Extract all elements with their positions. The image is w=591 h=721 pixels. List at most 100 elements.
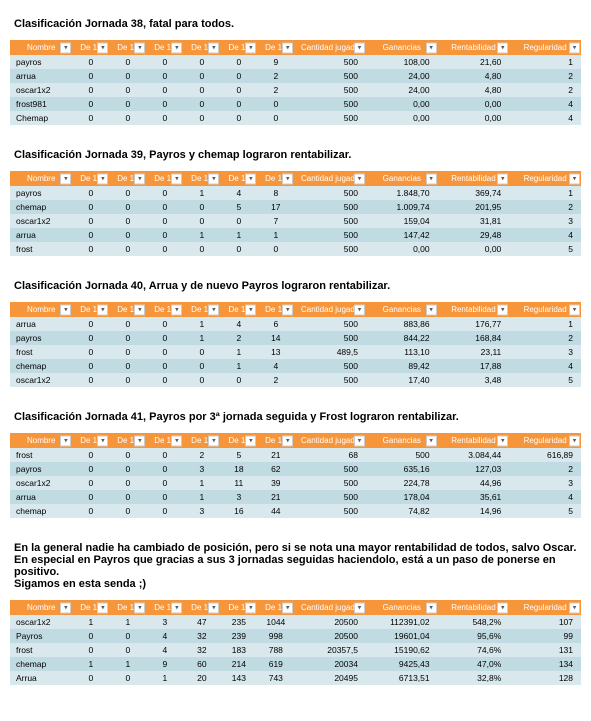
column-header[interactable]: De 14▾ (109, 302, 146, 317)
column-header[interactable]: Regularidad▾ (509, 600, 581, 615)
column-header[interactable]: Ganancias▾ (366, 600, 438, 615)
column-header[interactable]: De 14▾ (109, 600, 146, 615)
column-header[interactable]: Rentabilidad▾ (438, 433, 510, 448)
filter-dropdown-icon[interactable]: ▾ (354, 173, 365, 184)
filter-dropdown-icon[interactable]: ▾ (60, 435, 71, 446)
column-header[interactable]: De 10▾ (257, 40, 294, 55)
filter-dropdown-icon[interactable]: ▾ (171, 304, 182, 315)
column-header[interactable]: De 12▾ (183, 302, 220, 317)
column-header[interactable]: Cantidad jugada▾ (294, 171, 366, 186)
filter-dropdown-icon[interactable]: ▾ (208, 304, 219, 315)
filter-dropdown-icon[interactable]: ▾ (497, 173, 508, 184)
filter-dropdown-icon[interactable]: ▾ (282, 173, 293, 184)
filter-dropdown-icon[interactable]: ▾ (134, 42, 145, 53)
column-header[interactable]: De 12▾ (183, 171, 220, 186)
column-header[interactable]: De 12▾ (183, 600, 220, 615)
column-header[interactable]: De 14▾ (109, 40, 146, 55)
filter-dropdown-icon[interactable]: ▾ (497, 435, 508, 446)
filter-dropdown-icon[interactable]: ▾ (171, 435, 182, 446)
filter-dropdown-icon[interactable]: ▾ (208, 435, 219, 446)
filter-dropdown-icon[interactable]: ▾ (354, 435, 365, 446)
column-header[interactable]: Regularidad▾ (509, 302, 581, 317)
column-header[interactable]: De 12▾ (183, 433, 220, 448)
column-header[interactable]: Regularidad▾ (509, 40, 581, 55)
filter-dropdown-icon[interactable]: ▾ (426, 42, 437, 53)
column-header[interactable]: De 15▾ (72, 302, 109, 317)
filter-dropdown-icon[interactable]: ▾ (569, 435, 580, 446)
column-header[interactable]: De 15▾ (72, 40, 109, 55)
column-header[interactable]: Ganancias▾ (366, 433, 438, 448)
column-header[interactable]: De 15▾ (72, 433, 109, 448)
filter-dropdown-icon[interactable]: ▾ (134, 435, 145, 446)
column-header[interactable]: Nombre▾ (10, 40, 72, 55)
filter-dropdown-icon[interactable]: ▾ (134, 173, 145, 184)
filter-dropdown-icon[interactable]: ▾ (282, 42, 293, 53)
filter-dropdown-icon[interactable]: ▾ (97, 602, 108, 613)
column-header[interactable]: Cantidad jugada▾ (294, 302, 366, 317)
column-header[interactable]: Ganancias▾ (366, 171, 438, 186)
filter-dropdown-icon[interactable]: ▾ (245, 304, 256, 315)
column-header[interactable]: Cantidad jugada▾ (294, 433, 366, 448)
column-header[interactable]: Nombre▾ (10, 600, 72, 615)
column-header[interactable]: De 13▾ (146, 302, 183, 317)
column-header[interactable]: Rentabilidad▾ (438, 302, 510, 317)
filter-dropdown-icon[interactable]: ▾ (208, 602, 219, 613)
column-header[interactable]: De 10▾ (257, 600, 294, 615)
filter-dropdown-icon[interactable]: ▾ (354, 304, 365, 315)
column-header[interactable]: De 13▾ (146, 171, 183, 186)
column-header[interactable]: De 11▾ (220, 433, 257, 448)
filter-dropdown-icon[interactable]: ▾ (354, 602, 365, 613)
column-header[interactable]: Ganancias▾ (366, 40, 438, 55)
column-header[interactable]: De 11▾ (220, 171, 257, 186)
column-header[interactable]: De 12▾ (183, 40, 220, 55)
column-header[interactable]: De 11▾ (220, 600, 257, 615)
column-header[interactable]: De 14▾ (109, 433, 146, 448)
filter-dropdown-icon[interactable]: ▾ (426, 435, 437, 446)
filter-dropdown-icon[interactable]: ▾ (134, 304, 145, 315)
filter-dropdown-icon[interactable]: ▾ (60, 173, 71, 184)
filter-dropdown-icon[interactable]: ▾ (497, 304, 508, 315)
column-header[interactable]: De 15▾ (72, 171, 109, 186)
filter-dropdown-icon[interactable]: ▾ (282, 602, 293, 613)
filter-dropdown-icon[interactable]: ▾ (497, 602, 508, 613)
column-header[interactable]: Cantidad jugada▾ (294, 600, 366, 615)
filter-dropdown-icon[interactable]: ▾ (208, 42, 219, 53)
column-header[interactable]: De 10▾ (257, 302, 294, 317)
filter-dropdown-icon[interactable]: ▾ (97, 435, 108, 446)
filter-dropdown-icon[interactable]: ▾ (245, 602, 256, 613)
filter-dropdown-icon[interactable]: ▾ (245, 435, 256, 446)
column-header[interactable]: Nombre▾ (10, 433, 72, 448)
filter-dropdown-icon[interactable]: ▾ (60, 42, 71, 53)
filter-dropdown-icon[interactable]: ▾ (569, 304, 580, 315)
filter-dropdown-icon[interactable]: ▾ (282, 435, 293, 446)
filter-dropdown-icon[interactable]: ▾ (426, 173, 437, 184)
filter-dropdown-icon[interactable]: ▾ (426, 304, 437, 315)
column-header[interactable]: Rentabilidad▾ (438, 600, 510, 615)
column-header[interactable]: De 13▾ (146, 600, 183, 615)
column-header[interactable]: De 11▾ (220, 40, 257, 55)
column-header[interactable]: De 13▾ (146, 433, 183, 448)
column-header[interactable]: Nombre▾ (10, 302, 72, 317)
filter-dropdown-icon[interactable]: ▾ (60, 304, 71, 315)
column-header[interactable]: De 15▾ (72, 600, 109, 615)
column-header[interactable]: De 14▾ (109, 171, 146, 186)
filter-dropdown-icon[interactable]: ▾ (245, 173, 256, 184)
filter-dropdown-icon[interactable]: ▾ (97, 42, 108, 53)
filter-dropdown-icon[interactable]: ▾ (569, 173, 580, 184)
column-header[interactable]: De 13▾ (146, 40, 183, 55)
filter-dropdown-icon[interactable]: ▾ (171, 173, 182, 184)
filter-dropdown-icon[interactable]: ▾ (282, 304, 293, 315)
column-header[interactable]: Rentabilidad▾ (438, 171, 510, 186)
filter-dropdown-icon[interactable]: ▾ (354, 42, 365, 53)
column-header[interactable]: De 10▾ (257, 433, 294, 448)
filter-dropdown-icon[interactable]: ▾ (569, 602, 580, 613)
filter-dropdown-icon[interactable]: ▾ (245, 42, 256, 53)
column-header[interactable]: De 10▾ (257, 171, 294, 186)
column-header[interactable]: Regularidad▾ (509, 171, 581, 186)
column-header[interactable]: Regularidad▾ (509, 433, 581, 448)
filter-dropdown-icon[interactable]: ▾ (171, 42, 182, 53)
column-header[interactable]: De 11▾ (220, 302, 257, 317)
filter-dropdown-icon[interactable]: ▾ (171, 602, 182, 613)
column-header[interactable]: Rentabilidad▾ (438, 40, 510, 55)
filter-dropdown-icon[interactable]: ▾ (426, 602, 437, 613)
